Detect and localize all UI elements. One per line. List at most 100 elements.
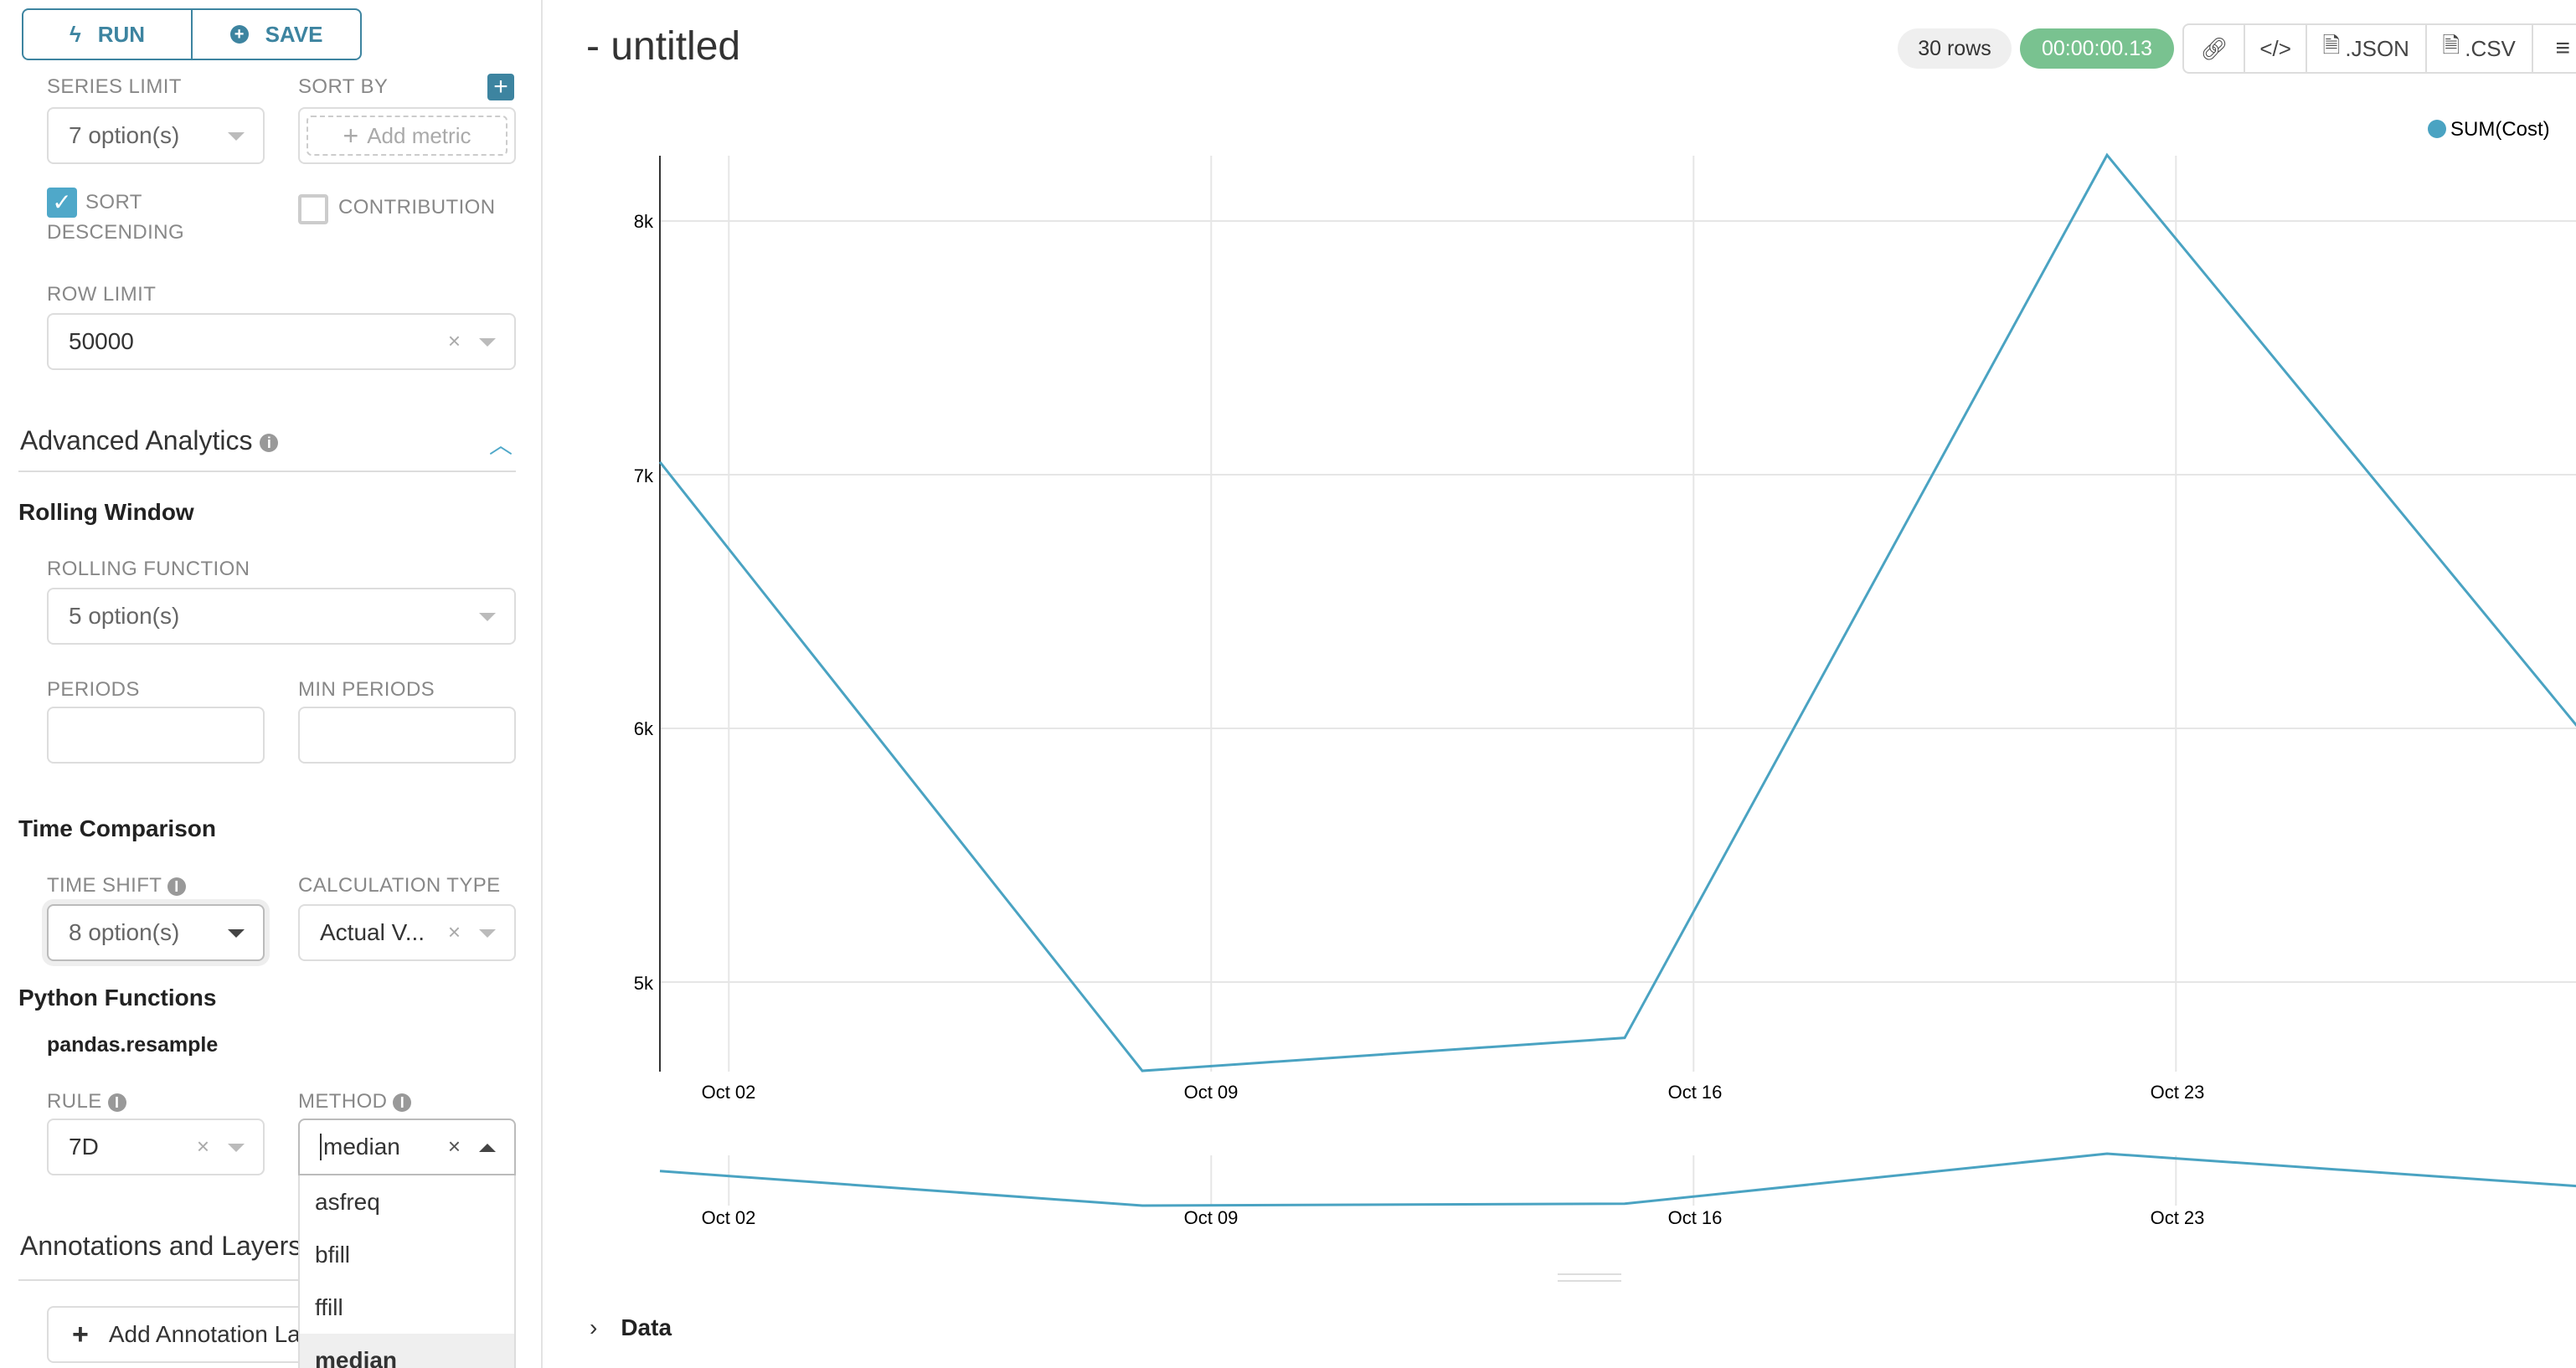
x-tick-label: Oct 02 bbox=[702, 1082, 756, 1103]
caret-down-icon bbox=[479, 929, 496, 938]
embed-code-button[interactable]: </> bbox=[2244, 25, 2305, 72]
query-timer: 00:00:00.13 bbox=[2020, 28, 2174, 69]
periods-input[interactable] bbox=[47, 707, 265, 764]
rolling-function-select[interactable]: 5 option(s) bbox=[47, 588, 516, 645]
row-count-badge: 30 rows bbox=[1898, 28, 2012, 69]
x-tick-label: Oct 09 bbox=[1184, 1082, 1239, 1103]
periods-label: PERIODS bbox=[47, 678, 140, 701]
chevron-right-icon: › bbox=[590, 1314, 598, 1340]
divider bbox=[18, 1279, 298, 1281]
x-tick-label: Oct 23 bbox=[2151, 1082, 2205, 1103]
plus-icon: + bbox=[72, 1318, 89, 1350]
method-option-selected[interactable]: median bbox=[300, 1334, 514, 1368]
method-option[interactable]: bfill bbox=[315, 1241, 351, 1268]
context-x-tick-label: Oct 23 bbox=[2151, 1207, 2205, 1228]
advanced-analytics-header[interactable]: Advanced Analytics i bbox=[20, 425, 279, 456]
info-icon: i bbox=[107, 1093, 126, 1112]
method-select[interactable]: median × bbox=[298, 1119, 516, 1175]
sort-descending-checkbox[interactable]: ✓ bbox=[47, 188, 77, 218]
run-button[interactable]: ϟ RUN bbox=[69, 21, 146, 47]
file-text-icon: 🗎 bbox=[2442, 33, 2460, 58]
pandas-resample-label: pandas.resample bbox=[47, 1033, 219, 1057]
clear-icon[interactable]: × bbox=[447, 1134, 461, 1159]
rolling-window-title: Rolling Window bbox=[18, 499, 194, 525]
series-limit-label: SERIES LIMIT bbox=[47, 75, 182, 98]
method-label: METHOD i bbox=[298, 1090, 412, 1113]
context-x-tick-label: Oct 02 bbox=[702, 1207, 756, 1228]
run-save-group: ϟ RUN + SAVE bbox=[22, 8, 362, 60]
plus-icon: + bbox=[343, 120, 359, 151]
export-json-button[interactable]: 🗎 .JSON bbox=[2305, 25, 2425, 72]
method-option[interactable]: ffill bbox=[315, 1293, 343, 1320]
method-dropdown-menu: asfreq bfill ffill median bbox=[298, 1175, 516, 1368]
caret-down-icon bbox=[479, 613, 496, 621]
code-icon: </> bbox=[2259, 35, 2291, 61]
bolt-icon: ϟ bbox=[69, 21, 81, 47]
contribution-checkbox[interactable] bbox=[298, 194, 328, 224]
time-comparison-title: Time Comparison bbox=[18, 815, 216, 841]
method-option[interactable]: asfreq bbox=[315, 1188, 380, 1215]
context-x-tick-label: Oct 16 bbox=[1668, 1207, 1723, 1228]
context-x-tick-label: Oct 09 bbox=[1184, 1207, 1239, 1228]
y-tick-label: 8k bbox=[634, 211, 654, 232]
calc-type-label: CALCULATION TYPE bbox=[298, 874, 501, 897]
method-input[interactable]: median bbox=[320, 1134, 400, 1160]
data-section-toggle[interactable]: › Data bbox=[590, 1314, 672, 1340]
info-icon: i bbox=[393, 1093, 412, 1112]
y-tick-label: 7k bbox=[634, 465, 654, 486]
caret-down-icon bbox=[228, 929, 245, 938]
chevron-up-icon[interactable]: ︿ bbox=[489, 432, 513, 458]
series-line-sum-cost bbox=[658, 152, 2576, 1072]
divider bbox=[18, 471, 516, 472]
python-functions-title: Python Functions bbox=[18, 985, 217, 1011]
annotations-header[interactable]: Annotations and Layers bbox=[20, 1231, 298, 1261]
add-metric-button[interactable]: + Add metric bbox=[307, 116, 507, 156]
y-tick-label: 5k bbox=[634, 973, 654, 994]
export-csv-button[interactable]: 🗎 .CSV bbox=[2424, 25, 2532, 72]
caret-down-icon bbox=[479, 338, 496, 347]
row-limit-label: ROW LIMIT bbox=[47, 283, 157, 306]
contribution-label: CONTRIBUTION bbox=[338, 196, 496, 219]
x-tick-label: Oct 16 bbox=[1668, 1082, 1723, 1103]
legend[interactable]: SUM(Cost) bbox=[2428, 118, 2550, 141]
clear-icon[interactable]: × bbox=[196, 1134, 209, 1159]
rule-label: RULE i bbox=[47, 1090, 126, 1113]
legend-marker bbox=[2428, 120, 2446, 138]
caret-down-icon bbox=[228, 1144, 245, 1152]
control-panel: ϟ RUN + SAVE SERIES LIMIT 7 option(s) SORT… bbox=[0, 0, 543, 1368]
sort-descending-label: SORT bbox=[85, 191, 142, 213]
hamburger-icon: ≡ bbox=[2555, 34, 2571, 62]
info-icon: i bbox=[260, 433, 279, 452]
sort-descending-label-2: DESCENDING bbox=[47, 221, 185, 244]
resize-handle[interactable] bbox=[1558, 1273, 1621, 1282]
series-limit-select[interactable]: 7 option(s) bbox=[47, 107, 265, 164]
row-limit-select[interactable]: 50000 × bbox=[47, 313, 516, 370]
add-annotation-layer-button[interactable]: + Add Annotation Layer bbox=[47, 1306, 315, 1363]
chart-actions-toolbar: 🔗︎ </> 🗎 .JSON 🗎 .CSV ≡ bbox=[2182, 23, 2576, 74]
clear-icon[interactable]: × bbox=[447, 328, 461, 353]
file-code-icon: 🗎 bbox=[2322, 33, 2341, 58]
link-button[interactable]: 🔗︎ bbox=[2184, 25, 2244, 72]
caret-up-icon bbox=[479, 1144, 496, 1152]
info-icon: i bbox=[167, 877, 186, 896]
chart-title[interactable]: - untitled bbox=[586, 24, 741, 69]
sort-by-label: SORT BY bbox=[298, 75, 389, 98]
link-icon: 🔗︎ bbox=[2200, 35, 2228, 61]
min-periods-label: MIN PERIODS bbox=[298, 678, 435, 701]
add-sort-button[interactable]: + bbox=[487, 74, 514, 100]
legend-label: SUM(Cost) bbox=[2450, 118, 2550, 141]
time-shift-select[interactable]: 8 option(s) bbox=[47, 904, 265, 961]
min-periods-input[interactable] bbox=[298, 707, 516, 764]
save-button[interactable]: + SAVE bbox=[191, 10, 360, 59]
clear-icon[interactable]: × bbox=[447, 919, 461, 944]
rolling-function-label: ROLLING FUNCTION bbox=[47, 558, 250, 580]
time-shift-label: TIME SHIFT i bbox=[47, 874, 186, 897]
y-tick-label: 6k bbox=[634, 718, 654, 739]
context-series-line bbox=[659, 1152, 2576, 1207]
caret-down-icon bbox=[228, 132, 245, 141]
more-menu-button[interactable]: ≡ bbox=[2531, 25, 2576, 72]
calc-type-select[interactable]: Actual V... × bbox=[298, 904, 516, 961]
plus-circle-icon: + bbox=[229, 25, 249, 44]
sort-by-field[interactable]: + Add metric bbox=[298, 107, 516, 164]
rule-select[interactable]: 7D × bbox=[47, 1119, 265, 1175]
